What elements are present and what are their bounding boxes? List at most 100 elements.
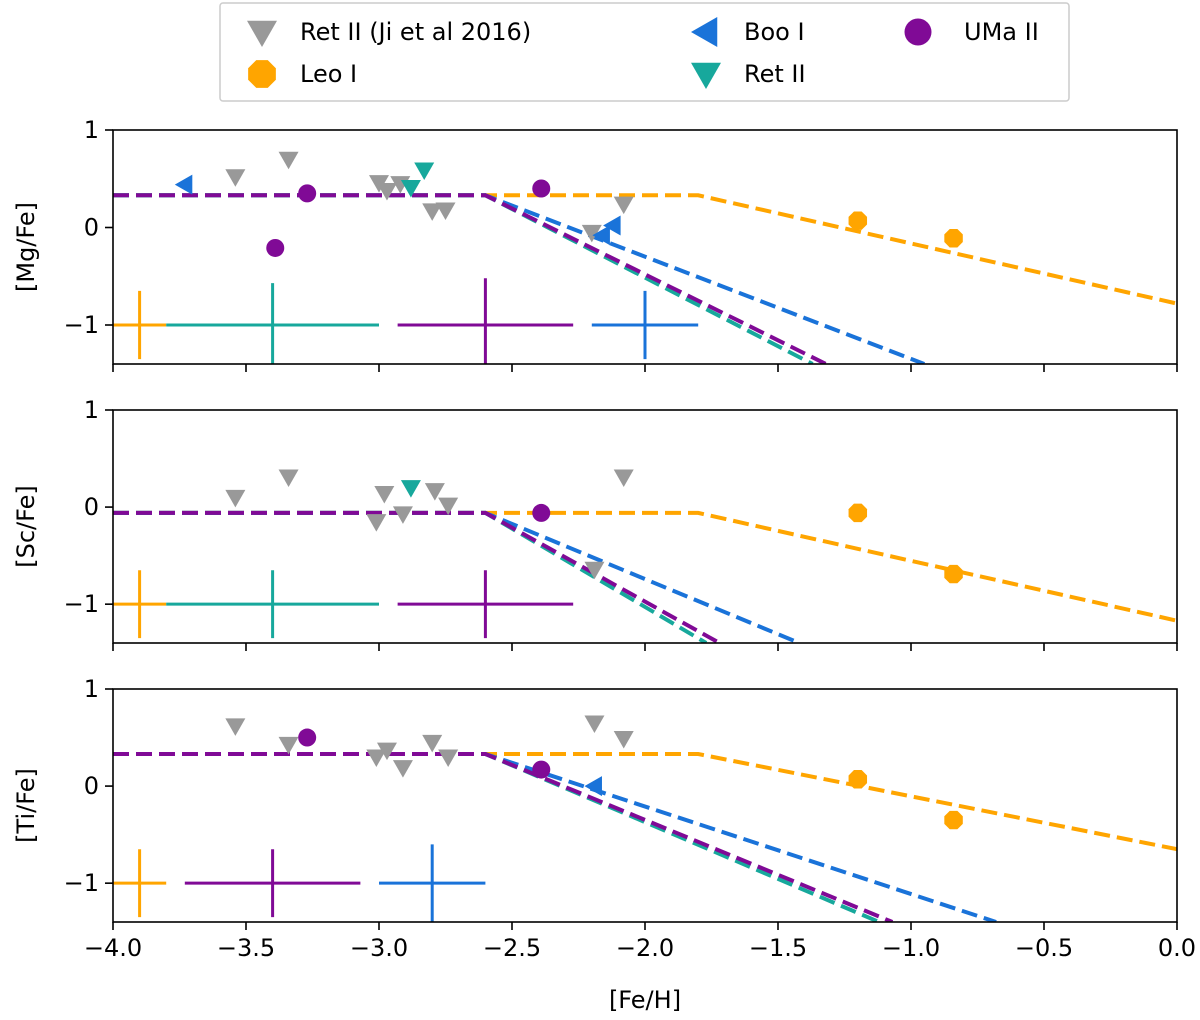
legend-label: UMa II xyxy=(964,18,1039,46)
point-boo-i xyxy=(603,215,621,236)
point-boo-i xyxy=(174,174,193,195)
legend-entry-leo-i: Leo I xyxy=(248,60,357,88)
plot-area xyxy=(113,151,1177,364)
model-line-boo-i xyxy=(113,510,801,643)
error-bar-boo-i xyxy=(379,844,486,922)
point-ret-ii-ji-et-al-2016 xyxy=(613,731,634,749)
point-leo-i xyxy=(848,770,868,789)
legend-label: Ret II xyxy=(744,60,806,88)
point-ret-ii-ji-et-al-2016 xyxy=(376,742,397,761)
x-tick-label: −4.0 xyxy=(84,934,142,962)
legend-marker-ret-ii xyxy=(691,62,721,89)
panel-3: −4.0 −3.5 −3.0 −2.5 −2.0 −1.5 −1.0 −0.5 0.0 −1 0 1 [… xyxy=(12,675,1196,962)
x-tick-label: −0.5 xyxy=(1015,934,1073,962)
y-tick-label: −1 xyxy=(64,311,99,339)
point-ret-ii-ji-et-al-2016 xyxy=(438,497,459,516)
x-tick-label: −1.0 xyxy=(882,934,940,962)
point-uma-ii xyxy=(532,179,551,198)
point-leo-i xyxy=(944,810,963,830)
y-tick-label: −1 xyxy=(64,869,99,897)
legend-label: Boo I xyxy=(744,18,805,46)
point-ret-ii-ji-et-al-2016 xyxy=(376,182,397,201)
point-ret-ii-ji-et-al-2016 xyxy=(435,202,456,220)
legend-marker-ret-ii-ji-et-al-2016 xyxy=(247,20,277,47)
y-tick-label: 1 xyxy=(84,675,99,703)
point-ret-ii-ji-et-al-2016 xyxy=(278,151,299,170)
point-ret-ii-ji-et-al-2016 xyxy=(613,469,634,487)
point-boo-i xyxy=(592,225,610,246)
model-line-leo-i xyxy=(113,752,1177,852)
model-line-ret-ii xyxy=(113,752,880,922)
point-leo-i xyxy=(944,228,963,248)
point-ret-ii-ji-et-al-2016 xyxy=(392,760,413,778)
y-tick-label: −1 xyxy=(64,590,99,618)
point-ret-ii-ji-et-al-2016 xyxy=(278,469,299,487)
legend-entry-ret-ii: Ret II xyxy=(691,60,806,89)
error-bar-uma-ii xyxy=(397,278,574,364)
point-ret-ii-ji-et-al-2016 xyxy=(225,169,246,187)
y-axis-label: [Mg/Fe] xyxy=(12,202,40,292)
plot-area xyxy=(113,469,1177,643)
model-line-uma-ii xyxy=(113,752,894,922)
x-tick-label: −2.0 xyxy=(616,934,674,962)
x-tick-label: −3.5 xyxy=(217,934,275,962)
point-ret-ii-ji-et-al-2016 xyxy=(438,749,459,767)
error-bar-ret-ii xyxy=(166,570,379,639)
x-tick-label: −3.0 xyxy=(350,934,408,962)
point-leo-i xyxy=(944,564,963,584)
point-ret-ii-ji-et-al-2016 xyxy=(374,485,395,504)
legend-marker-uma-ii xyxy=(904,18,932,46)
error-bar-ret-ii xyxy=(166,283,379,364)
x-tick-label: 0.0 xyxy=(1158,934,1196,962)
legend-label: Ret II (Ji et al 2016) xyxy=(300,18,531,46)
panel-2: −1 0 1 [Sc/Fe] xyxy=(12,396,1178,651)
point-ret-ii-ji-et-al-2016 xyxy=(366,749,387,767)
error-bar-leo-i xyxy=(113,570,167,639)
x-tick-label: −1.5 xyxy=(749,934,807,962)
error-bar-uma-ii xyxy=(184,849,361,918)
legend-marker-boo-i xyxy=(691,17,718,47)
legend-entry-uma-ii: UMa II xyxy=(904,18,1039,46)
point-ret-ii-ji-et-al-2016 xyxy=(584,715,605,733)
point-uma-ii xyxy=(298,728,317,747)
error-bar-leo-i xyxy=(113,290,167,360)
y-tick-label: 1 xyxy=(84,396,99,424)
model-line-uma-ii xyxy=(113,510,721,643)
point-ret-ii-ji-et-al-2016 xyxy=(392,506,413,524)
y-tick-label: 0 xyxy=(84,493,99,521)
point-ret-ii xyxy=(400,480,421,498)
point-uma-ii xyxy=(532,503,551,522)
legend-marker-leo-i xyxy=(248,60,276,88)
y-tick-label: 0 xyxy=(84,772,99,800)
y-tick-label: 1 xyxy=(84,116,99,144)
point-ret-ii-ji-et-al-2016 xyxy=(422,203,443,221)
y-axis-label: [Sc/Fe] xyxy=(12,485,40,568)
point-boo-i xyxy=(584,776,602,797)
legend: Ret II (Ji et al 2016) Leo I Boo I Ret II UM… xyxy=(219,2,1070,102)
model-line-uma-ii xyxy=(113,193,827,364)
x-axis-label: [Fe/H] xyxy=(609,986,681,1014)
point-ret-ii xyxy=(400,180,421,198)
point-ret-ii-ji-et-al-2016 xyxy=(581,224,602,243)
y-axis-label: [Ti/Fe] xyxy=(12,768,40,843)
legend-entry-ret-ii-ji-et-al-2016: Ret II (Ji et al 2016) xyxy=(247,18,531,47)
point-ret-ii-ji-et-al-2016 xyxy=(225,718,246,736)
point-ret-ii-ji-et-al-2016 xyxy=(584,561,605,580)
point-leo-i xyxy=(848,211,868,230)
legend-entry-boo-i: Boo I xyxy=(691,17,805,47)
error-bar-boo-i xyxy=(591,290,699,360)
point-ret-ii-ji-et-al-2016 xyxy=(422,734,443,753)
point-uma-ii xyxy=(298,184,317,203)
error-bar-uma-ii xyxy=(397,570,574,639)
legend-label: Leo I xyxy=(300,60,357,88)
model-line-ret-ii xyxy=(113,510,708,643)
point-ret-ii-ji-et-al-2016 xyxy=(424,483,445,501)
point-ret-ii-ji-et-al-2016 xyxy=(366,514,387,532)
y-tick-label: 0 xyxy=(84,214,99,242)
error-bar-leo-i xyxy=(113,849,167,918)
plot-area xyxy=(113,715,1177,922)
x-tick-label: −2.5 xyxy=(483,934,541,962)
point-ret-ii-ji-et-al-2016 xyxy=(278,736,299,755)
point-ret-ii-ji-et-al-2016 xyxy=(225,489,246,508)
